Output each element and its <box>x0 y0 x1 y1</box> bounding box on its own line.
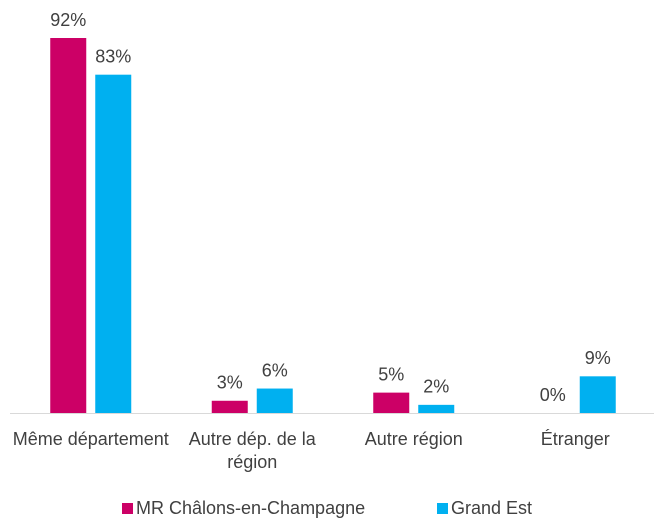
bar <box>579 376 616 413</box>
data-label: 3% <box>217 373 243 393</box>
data-label: 5% <box>378 364 404 384</box>
data-label: 2% <box>423 377 449 397</box>
legend-label: MR Châlons-en-Champagne <box>136 498 365 518</box>
bar <box>418 404 455 413</box>
data-label: 9% <box>585 348 611 368</box>
data-label: 6% <box>262 360 288 380</box>
x-tick-label: Étranger <box>540 429 610 449</box>
x-tick-label: Autre région <box>364 429 463 449</box>
data-label: 83% <box>95 46 131 66</box>
data-label: 0% <box>540 385 566 405</box>
data-label: 92% <box>50 10 86 30</box>
bar <box>211 400 248 413</box>
legend-swatch <box>437 503 448 514</box>
bar <box>95 74 132 413</box>
legend-label: Grand Est <box>451 498 532 518</box>
bar <box>256 388 293 413</box>
bar <box>50 38 87 413</box>
x-tick-label: Autre dép. de la région <box>188 429 316 472</box>
bar <box>373 392 410 413</box>
x-tick-label: Même département <box>12 429 169 449</box>
legend-swatch <box>122 503 133 514</box>
